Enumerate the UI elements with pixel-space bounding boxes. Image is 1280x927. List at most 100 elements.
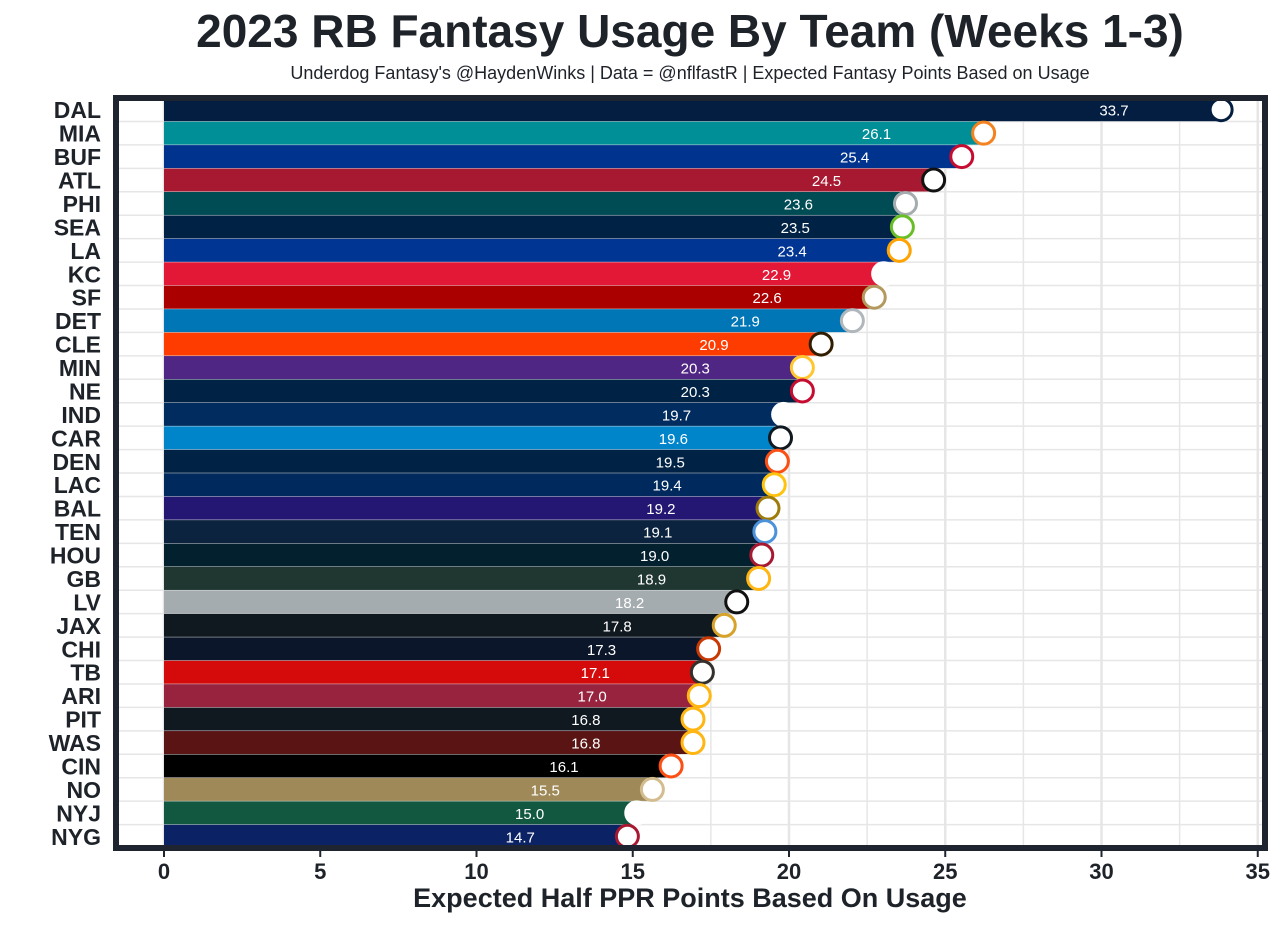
x-tick-label: 25: [933, 859, 957, 884]
det-lion-icon: [839, 308, 865, 334]
y-tick-atl: ATL: [58, 168, 101, 194]
data-label-lv: 18.2: [615, 595, 644, 612]
data-label-dal: 33.7: [1099, 103, 1128, 120]
bar-pit: [164, 707, 689, 731]
bar-lac: [164, 473, 771, 497]
bar-was: [164, 731, 689, 755]
y-tick-pit: PIT: [65, 707, 101, 733]
buf-bison-icon: [949, 144, 975, 170]
data-label-car: 19.6: [659, 431, 688, 448]
data-label-chi: 17.3: [587, 642, 616, 659]
jax-jaguar-icon: [711, 612, 737, 638]
bar-car: [164, 426, 777, 450]
nyj-jets-icon: [624, 800, 650, 826]
y-tick-hou: HOU: [50, 543, 101, 569]
y-tick-lac: LAC: [54, 472, 101, 498]
data-label-no: 15.5: [531, 782, 560, 799]
bar-sf: [164, 285, 871, 309]
x-tick-label: 5: [314, 859, 326, 884]
y-tick-mia: MIA: [59, 121, 101, 147]
ten-titan-icon: [752, 519, 778, 545]
was-w-icon: [680, 730, 706, 756]
bar-atl: [164, 168, 930, 192]
cle-elf-icon: [808, 331, 834, 357]
lv-shield-icon: [724, 589, 750, 615]
chart-subtitle: Underdog Fantasy's @HaydenWinks | Data =…: [290, 63, 1090, 83]
ind-horseshoe-icon: [771, 401, 797, 427]
y-tick-was: WAS: [49, 730, 101, 756]
data-label-bal: 19.2: [646, 501, 675, 518]
y-tick-jax: JAX: [56, 613, 101, 639]
y-tick-ind: IND: [61, 402, 101, 428]
data-label-ind: 19.7: [662, 407, 691, 424]
data-label-gb: 18.9: [637, 571, 666, 588]
x-tick-label: 20: [777, 859, 801, 884]
atl-falcon-icon: [921, 167, 947, 193]
bar-buf: [164, 145, 958, 169]
x-axis-label: Expected Half PPR Points Based On Usage: [413, 883, 967, 913]
y-tick-dal: DAL: [54, 97, 101, 123]
data-label-den: 19.5: [656, 454, 685, 471]
bar-chi: [164, 637, 705, 661]
bar-ind: [164, 402, 780, 426]
data-label-lac: 19.4: [653, 478, 682, 495]
x-tick-label: 30: [1089, 859, 1113, 884]
no-fleur-icon: [639, 776, 665, 802]
den-bronco-icon: [764, 448, 790, 474]
y-tick-no: NO: [67, 777, 102, 803]
y-tick-nyj: NYJ: [56, 800, 101, 826]
bar-den: [164, 449, 774, 473]
data-label-tb: 17.1: [581, 665, 610, 682]
bar-mia: [164, 121, 980, 145]
y-tick-cle: CLE: [55, 332, 101, 358]
bar-cin: [164, 754, 668, 778]
data-label-phi: 23.6: [784, 196, 813, 213]
data-label-min: 20.3: [681, 361, 710, 378]
dal-star-icon: [1208, 97, 1234, 123]
sf-oval-icon: [861, 284, 887, 310]
bar-ari: [164, 684, 696, 708]
data-label-cin: 16.1: [549, 759, 578, 776]
x-tick-label: 0: [158, 859, 170, 884]
data-label-det: 21.9: [731, 314, 760, 331]
bal-raven-icon: [755, 495, 781, 521]
pit-steelers-icon: [680, 706, 706, 732]
data-label-nyg: 14.7: [506, 829, 535, 846]
bar-phi: [164, 191, 902, 215]
y-tick-cin: CIN: [61, 753, 101, 779]
min-viking-icon: [789, 355, 815, 381]
bar-jax: [164, 613, 721, 637]
data-label-mia: 26.1: [862, 126, 891, 143]
bar-nyj: [164, 801, 633, 825]
y-tick-phi: PHI: [63, 191, 101, 217]
y-tick-sea: SEA: [54, 214, 101, 240]
y-tick-ten: TEN: [55, 519, 101, 545]
y-tick-sf: SF: [72, 285, 101, 311]
data-label-kc: 22.9: [762, 267, 791, 284]
data-label-sf: 22.6: [753, 290, 782, 307]
bar-kc: [164, 262, 880, 286]
y-tick-gb: GB: [67, 566, 102, 592]
bar-det: [164, 309, 849, 333]
data-label-ten: 19.1: [643, 525, 672, 542]
bar-hou: [164, 543, 758, 567]
ne-patriot-icon: [789, 378, 815, 404]
y-tick-bal: BAL: [54, 496, 101, 522]
x-tick-label: 35: [1246, 859, 1270, 884]
chi-c-icon: [696, 636, 722, 662]
y-tick-lv: LV: [73, 589, 101, 615]
data-label-ari: 17.0: [578, 689, 607, 706]
data-label-jax: 17.8: [603, 618, 632, 635]
kc-arrowhead-icon: [871, 261, 897, 287]
x-tick-label: 15: [621, 859, 645, 884]
ari-cardinal-icon: [686, 683, 712, 709]
bar-gb: [164, 566, 755, 590]
bar-sea: [164, 215, 899, 239]
data-label-was: 16.8: [571, 736, 600, 753]
y-tick-det: DET: [55, 308, 101, 334]
bar-ne: [164, 379, 799, 403]
data-label-pit: 16.8: [571, 712, 600, 729]
y-tick-ari: ARI: [61, 683, 101, 709]
y-tick-car: CAR: [51, 425, 101, 451]
